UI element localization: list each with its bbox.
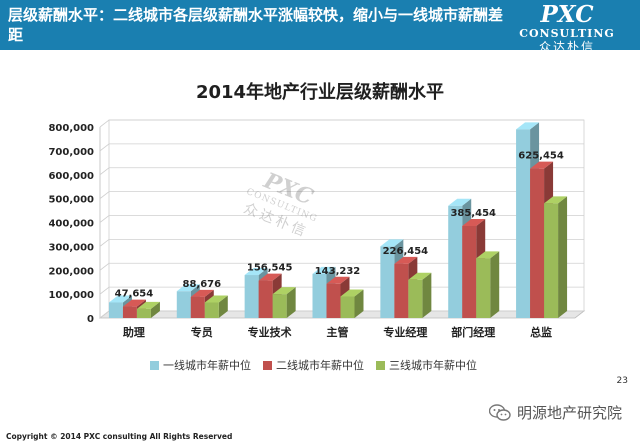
brand-cn: 众达朴信 [538, 40, 595, 54]
brand-logo: PXC CONSULTING 众达朴信 [502, 1, 632, 55]
bar [136, 308, 151, 318]
bar-top [476, 251, 500, 259]
wechat-account-name: 明源地产研究院 [516, 404, 622, 422]
y-tick-label: 800,000 [48, 123, 94, 134]
x-tick-label: 总监 [530, 325, 552, 339]
bar-top [326, 276, 350, 284]
y-tick-label: 400,000 [48, 219, 94, 230]
bar-top [394, 256, 418, 264]
bar [516, 129, 531, 318]
y-tick-label: 300,000 [48, 242, 94, 253]
bar-top [544, 196, 568, 204]
bar-side [150, 301, 160, 318]
page-number: 23 [616, 376, 628, 386]
bar-side [286, 287, 296, 318]
data-label: 385,454 [450, 208, 496, 219]
bar-top [340, 289, 364, 297]
copyright-text: Copyright © 2014 PXC consulting All Righ… [6, 432, 233, 441]
bar [258, 280, 273, 318]
brand-sub: CONSULTING [519, 27, 615, 40]
slide-title: 层级薪酬水平：二线城市各层级薪酬水平涨幅较快，缩小与一线城市薪酬差距 [8, 6, 504, 44]
y-tick-label: 700,000 [48, 147, 94, 158]
bar-side [422, 272, 432, 318]
brand-main: PXC [540, 1, 594, 28]
bar [326, 283, 341, 318]
x-tick-label: 主管 [327, 325, 349, 339]
wechat-badge: 明源地产研究院 [488, 402, 622, 423]
bar [476, 258, 491, 318]
bar-side [490, 251, 500, 318]
gridline [99, 191, 584, 199]
bar [204, 302, 219, 318]
bar [408, 279, 423, 318]
bar [176, 291, 191, 318]
gridline [99, 215, 584, 223]
bar [312, 273, 327, 318]
data-label: 143,232 [315, 266, 361, 277]
gridline [99, 143, 584, 152]
y-tick-label: 500,000 [48, 195, 94, 206]
bar-top [448, 198, 472, 206]
gridline [99, 262, 584, 271]
bar-top [380, 239, 404, 247]
bar-top [462, 218, 486, 226]
y-tick-label: 0 [87, 314, 94, 325]
legend-item-tier2: 二线城市年薪中位 [263, 357, 364, 373]
data-label: 47,654 [115, 289, 154, 300]
bar [190, 296, 205, 318]
bar-top [136, 301, 160, 309]
y-tick-label: 200,000 [48, 266, 94, 277]
bar-side [354, 289, 364, 318]
bar [108, 302, 123, 318]
bar-top [530, 161, 554, 169]
bar [448, 205, 463, 318]
bar [462, 225, 477, 318]
data-label: 226,454 [383, 246, 429, 257]
bar-top [408, 272, 432, 280]
bar [340, 296, 355, 318]
x-tick-label: 专业经理 [383, 325, 427, 339]
data-label: 88,676 [182, 279, 221, 290]
legend-item-tier1: 一线城市年薪中位 [150, 357, 251, 373]
bar-top [204, 295, 228, 303]
y-tick-label: 100,000 [48, 290, 94, 301]
bar-top [190, 289, 214, 297]
gridline [99, 167, 584, 176]
wechat-icon [488, 403, 511, 421]
bar-side [218, 295, 228, 318]
bar-top [176, 284, 200, 292]
data-label: 625,454 [518, 151, 564, 162]
bar [530, 168, 545, 318]
gridline [99, 119, 584, 128]
data-label: 156,545 [247, 263, 293, 274]
legend-item-tier3: 三线城市年薪中位 [376, 357, 477, 373]
bar-top [108, 295, 132, 303]
y-tick-label: 600,000 [48, 171, 94, 182]
header-bar: 层级薪酬水平：二线城市各层级薪酬水平涨幅较快，缩小与一线城市薪酬差距 PXC C… [0, 0, 640, 54]
bar-top [516, 122, 540, 130]
gridline [99, 238, 584, 247]
bar [272, 294, 287, 318]
bar [244, 275, 259, 318]
bar-top [312, 266, 336, 274]
bar-top [122, 299, 146, 307]
bar [544, 203, 559, 318]
x-tick-label: 专员 [191, 325, 213, 339]
bar-side [558, 196, 568, 318]
bar [122, 306, 137, 318]
x-tick-label: 专业技术 [248, 325, 292, 339]
bar-top [244, 268, 268, 276]
bar [394, 263, 409, 318]
bar-top [272, 287, 296, 295]
x-tick-label: 部门经理 [451, 325, 495, 339]
x-tick-label: 助理 [123, 325, 145, 339]
bar-top [258, 273, 282, 281]
bar [380, 246, 395, 318]
chart-legend: 一线城市年薪中位 二线城市年薪中位 三线城市年薪中位 [150, 357, 530, 373]
chart-title: 2014年地产行业层级薪酬水平 [195, 82, 445, 103]
